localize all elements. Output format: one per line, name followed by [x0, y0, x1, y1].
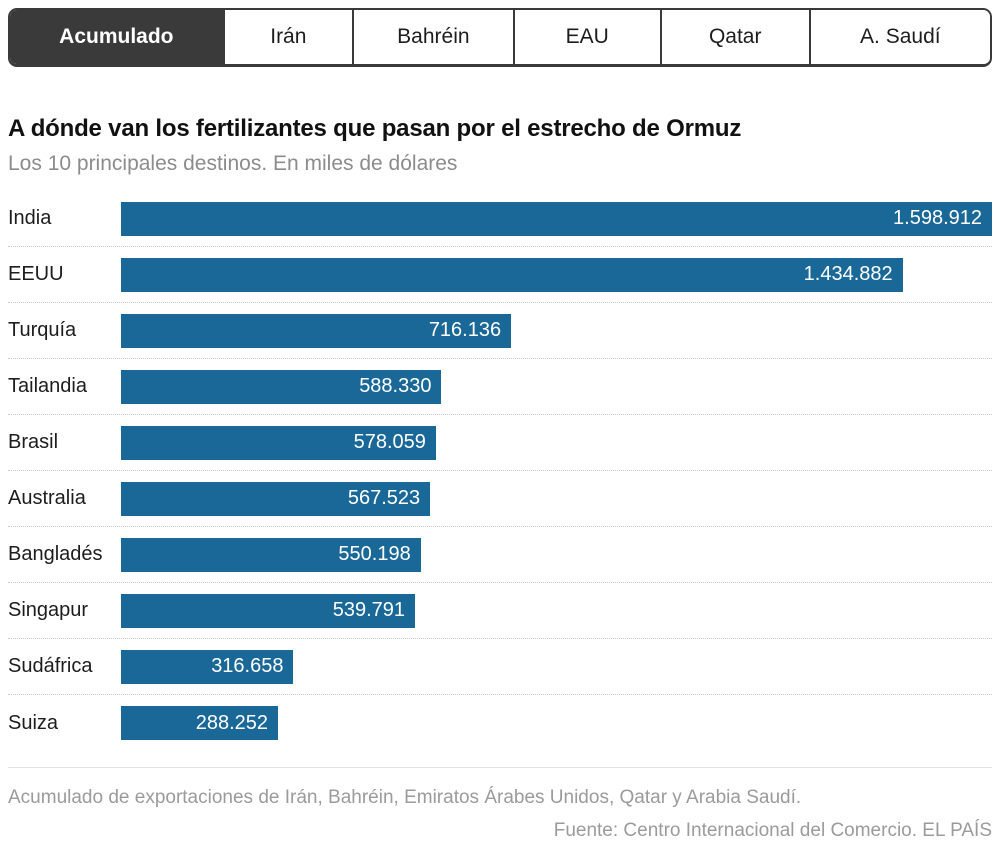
bar-track: 539.791	[121, 593, 992, 628]
bar: 567.523	[121, 481, 431, 516]
bar-label: Turquía	[8, 319, 77, 342]
chart-subtitle: Los 10 principales destinos. En miles de…	[8, 152, 458, 175]
bar-chart: India 1.598.912 EEUU 1.434.882 Turquía 7…	[8, 191, 992, 751]
bar-label: Tailandia	[8, 375, 87, 398]
chart-row: Australia 567.523	[8, 471, 992, 528]
bar-value: 578.059	[353, 431, 426, 454]
chart-footer: Acumulado de exportaciones de Irán, Bahr…	[8, 767, 992, 843]
bar: 288.252	[121, 706, 279, 741]
chart-title: A dónde van los fertilizantes que pasan …	[8, 115, 742, 142]
chart-row: Turquía 716.136	[8, 303, 992, 360]
bar-track: 567.523	[121, 481, 992, 516]
tab-eau[interactable]: EAU	[512, 10, 660, 64]
bar: 316.658	[121, 649, 294, 684]
tab-qatar[interactable]: Qatar	[659, 10, 809, 64]
chart-row: EEUU 1.434.882	[8, 247, 992, 304]
bar-label: India	[8, 207, 52, 230]
chart-row: Brasil 578.059	[8, 415, 992, 472]
bar-track: 316.658	[121, 649, 992, 684]
bar-value: 567.523	[347, 487, 421, 510]
bar-label: Australia	[8, 487, 86, 510]
bar: 588.330	[121, 369, 442, 404]
bar-track: 716.136	[121, 313, 992, 348]
bar-value: 316.658	[211, 655, 284, 678]
bar-value: 539.791	[332, 599, 406, 622]
bar: 539.791	[121, 593, 416, 628]
footer-source: Fuente: Centro Internacional del Comerci…	[553, 819, 992, 841]
bar-track: 588.330	[121, 369, 992, 404]
bar-label: Suiza	[8, 711, 59, 734]
bar-label: Singapur	[8, 599, 89, 622]
chart-row: Bangladés 550.198	[8, 527, 992, 584]
bar-value: 1.434.882	[803, 263, 893, 286]
tab-acumulado[interactable]: Acumulado	[10, 10, 223, 64]
bar-value: 288.252	[195, 711, 269, 734]
bar-label: Bangladés	[8, 543, 103, 566]
bar: 1.434.882	[121, 257, 903, 292]
bar-track: 288.252	[121, 706, 992, 741]
bar-value: 716.136	[428, 319, 502, 342]
bar-label: Sudáfrica	[8, 655, 93, 678]
chart-header: A dónde van los fertilizantes que pasan …	[8, 114, 992, 176]
footer-note: Acumulado de exportaciones de Irán, Bahr…	[8, 787, 802, 809]
tab-bar: Acumulado Irán Bahréin EAU Qatar A. Saud…	[8, 8, 992, 67]
bar: 716.136	[121, 313, 512, 348]
chart-row: Sudáfrica 316.658	[8, 639, 992, 696]
bar-value: 1.598.912	[893, 207, 982, 230]
bar-track: 1.434.882	[121, 257, 992, 292]
bar-label: EEUU	[8, 263, 64, 286]
tab-iran[interactable]: Irán	[222, 10, 353, 64]
tab-bahrein[interactable]: Bahréin	[352, 10, 513, 64]
bar-value: 588.330	[359, 375, 432, 398]
bar-track: 578.059	[121, 425, 992, 460]
bar: 1.598.912	[121, 201, 992, 236]
bar-label: Brasil	[8, 431, 59, 454]
bar-track: 1.598.912	[121, 201, 992, 236]
chart-row: Singapur 539.791	[8, 583, 992, 640]
chart-row: Tailandia 588.330	[8, 359, 992, 416]
tab-a-saudi[interactable]: A. Saudí	[808, 10, 990, 64]
bar: 578.059	[121, 425, 436, 460]
chart-row: Suiza 288.252	[8, 695, 992, 751]
bar-track: 550.198	[121, 537, 992, 572]
bar: 550.198	[121, 537, 421, 572]
chart-row: India 1.598.912	[8, 191, 992, 248]
bar-value: 550.198	[338, 543, 411, 566]
